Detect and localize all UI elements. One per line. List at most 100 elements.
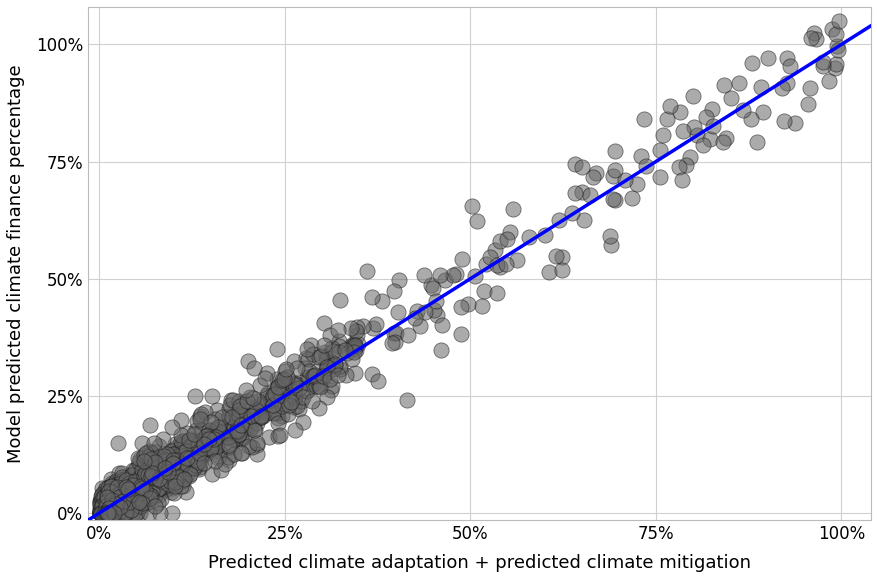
Point (125, 489, 139, 499)
Point (426, 305, 440, 314)
Point (103, 496, 118, 505)
Point (132, 457, 146, 467)
Point (170, 468, 184, 478)
Point (118, 494, 132, 503)
Point (275, 375, 289, 384)
Point (111, 503, 125, 512)
Point (190, 447, 204, 456)
Point (256, 411, 270, 420)
Point (124, 493, 138, 502)
Point (146, 464, 160, 474)
Point (191, 448, 205, 457)
Point (509, 255, 523, 265)
Point (803, 33, 817, 42)
Point (154, 472, 168, 482)
Point (102, 505, 116, 515)
Point (199, 443, 213, 452)
Point (203, 417, 217, 427)
Point (816, 62, 830, 71)
Point (99, 508, 113, 517)
Point (95, 501, 109, 510)
Point (137, 450, 151, 459)
Point (209, 432, 223, 441)
Point (129, 483, 143, 493)
Point (95, 490, 109, 499)
Point (821, 76, 835, 86)
Point (100, 508, 114, 518)
Point (605, 195, 619, 204)
Point (190, 450, 204, 460)
Point (93, 498, 107, 507)
Point (234, 409, 248, 419)
Point (285, 378, 299, 387)
Point (202, 434, 216, 443)
Point (133, 496, 147, 505)
Point (554, 266, 568, 275)
Point (126, 508, 140, 518)
Point (100, 508, 114, 518)
Point (116, 492, 130, 501)
Point (100, 507, 114, 516)
Point (324, 343, 339, 353)
Point (98, 503, 112, 512)
Point (145, 471, 159, 480)
Point (135, 466, 149, 475)
Point (634, 152, 648, 161)
Point (190, 450, 204, 459)
Point (111, 483, 125, 493)
Point (113, 489, 127, 498)
Point (137, 474, 151, 483)
Point (166, 456, 180, 465)
Point (110, 483, 124, 492)
Point (311, 404, 325, 413)
Point (94, 491, 108, 500)
Point (163, 477, 177, 486)
Point (97, 508, 111, 518)
Point (203, 444, 217, 453)
Point (120, 497, 134, 506)
Point (672, 107, 686, 116)
Point (453, 329, 467, 339)
Point (104, 489, 118, 498)
Point (107, 498, 121, 507)
Point (96, 490, 111, 499)
Point (110, 507, 124, 516)
Point (214, 423, 228, 433)
Point (193, 448, 207, 457)
Point (156, 478, 170, 487)
Point (103, 506, 118, 515)
Point (270, 383, 284, 392)
Point (325, 364, 339, 373)
Point (146, 479, 160, 489)
Point (138, 461, 152, 471)
Point (389, 328, 403, 338)
Point (111, 478, 125, 487)
Point (246, 426, 260, 435)
Point (104, 499, 118, 508)
Point (187, 463, 201, 472)
Point (135, 483, 149, 493)
Point (171, 464, 185, 473)
Point (161, 462, 175, 471)
Point (193, 415, 207, 424)
Point (148, 447, 162, 456)
Point (417, 270, 431, 280)
Point (112, 469, 126, 478)
Point (168, 482, 182, 491)
Point (121, 474, 135, 483)
Point (131, 453, 145, 463)
Point (161, 463, 175, 472)
Point (140, 492, 154, 501)
Point (136, 477, 150, 486)
Point (129, 508, 143, 518)
Point (127, 483, 141, 493)
Point (477, 287, 491, 296)
Point (489, 261, 503, 270)
Point (176, 474, 190, 483)
Point (98, 502, 112, 511)
Point (175, 473, 189, 482)
Point (225, 395, 239, 404)
Point (96, 508, 111, 518)
Point (119, 508, 133, 518)
Point (118, 503, 132, 512)
